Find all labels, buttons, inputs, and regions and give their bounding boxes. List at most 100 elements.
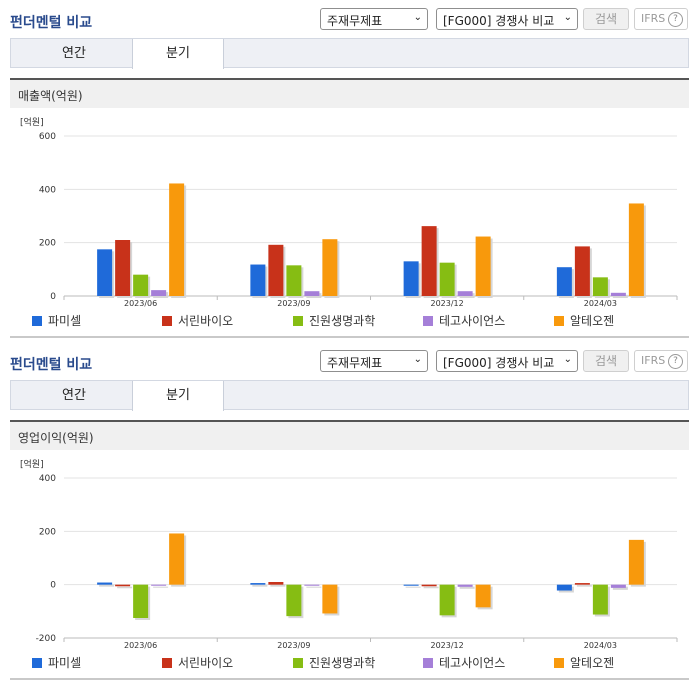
ifrs-button[interactable]: IFRS ? <box>634 8 688 30</box>
bar <box>115 584 131 587</box>
bar <box>556 584 572 591</box>
legend-label: 진원생명과학 <box>309 314 376 328</box>
bar <box>475 584 491 608</box>
bar <box>97 582 113 585</box>
legend-item[interactable]: 테고사이언스 <box>423 312 505 329</box>
legend-label: 서린바이오 <box>178 656 234 670</box>
legend-item[interactable]: 서린바이오 <box>162 312 233 329</box>
revenue-bar-chart: [억원] 0 200 400 600 2023/06 2023/09 2023/12 2024/… <box>20 116 678 308</box>
search-button[interactable]: 검색 <box>583 8 629 30</box>
statement-select[interactable]: 주재무제표 ⌄ <box>320 350 428 372</box>
bar-shadow <box>612 586 628 590</box>
legend-swatch <box>32 658 42 668</box>
bar-shadow <box>153 586 169 588</box>
bar-shadow <box>405 586 421 588</box>
bar <box>421 584 437 587</box>
chevron-down-icon: ⌄ <box>563 354 572 365</box>
chart-legend: 파미셀 서린바이오 진원생명과학 테고사이언스 알테오젠 <box>32 312 672 330</box>
bar <box>304 291 320 296</box>
bar-shadow <box>612 294 628 298</box>
bar-shadow <box>252 585 268 587</box>
bar <box>475 236 491 296</box>
x-tick-label: 2024/03 <box>584 299 617 308</box>
bar <box>268 582 284 585</box>
legend-label: 알테오젠 <box>570 656 615 670</box>
bar <box>574 246 590 296</box>
chevron-down-icon: ⌄ <box>563 12 572 23</box>
bar <box>97 249 113 296</box>
bar <box>250 264 266 296</box>
tab-quarterly[interactable]: 분기 <box>132 381 224 411</box>
chart-legend: 파미셀 서린바이오 진원생명과학 테고사이언스 알테오젠 <box>32 654 672 672</box>
bar <box>133 274 149 296</box>
bar <box>421 226 437 296</box>
help-icon: ? <box>668 354 683 369</box>
y-tick-label: 200 <box>39 527 56 537</box>
fundamental-section-operating-income: 펀더멘털 비교 주재무제표 ⌄ [FG000] 경쟁사 비교 ⌄ 검색 IFRS… <box>0 342 696 684</box>
compare-select[interactable]: [FG000] 경쟁사 비교 ⌄ <box>436 8 578 30</box>
legend-label: 테고사이언스 <box>439 314 506 328</box>
bar <box>457 584 473 587</box>
help-icon: ? <box>668 12 683 27</box>
compare-select-value: [FG000] 경쟁사 비교 <box>443 14 555 28</box>
metric-header: 매출액(억원) <box>10 78 689 108</box>
bar <box>304 584 320 586</box>
search-button[interactable]: 검색 <box>583 350 629 372</box>
bar-shadow <box>99 584 115 587</box>
legend-swatch <box>293 658 303 668</box>
metric-header: 영업이익(억원) <box>10 420 689 450</box>
tab-annual[interactable]: 연간 <box>62 46 86 61</box>
bar <box>556 267 572 296</box>
compare-select-value: [FG000] 경쟁사 비교 <box>443 356 555 370</box>
bar <box>628 203 644 296</box>
compare-select[interactable]: [FG000] 경쟁사 비교 ⌄ <box>436 350 578 372</box>
bar <box>610 292 626 296</box>
bar <box>457 291 473 296</box>
fundamental-section-revenue: 펀더멘털 비교 주재무제표 ⌄ [FG000] 경쟁사 비교 ⌄ 검색 IFRS… <box>0 0 696 340</box>
legend-label: 테고사이언스 <box>439 656 506 670</box>
ifrs-label: IFRS <box>641 12 666 25</box>
bar <box>115 240 131 296</box>
legend-item[interactable]: 알테오젠 <box>554 654 614 671</box>
bar-shadow <box>459 586 475 589</box>
statement-select[interactable]: 주재무제표 ⌄ <box>320 8 428 30</box>
legend-item[interactable]: 알테오젠 <box>554 312 614 329</box>
x-tick-label: 2023/12 <box>431 299 464 308</box>
bar-shadow <box>117 586 133 589</box>
tab-annual[interactable]: 연간 <box>62 388 86 403</box>
tab-quarterly[interactable]: 분기 <box>132 39 224 69</box>
bar <box>592 584 608 615</box>
bar <box>574 583 590 585</box>
y-tick-label: 600 <box>39 132 56 142</box>
y-tick-label: 400 <box>39 185 56 195</box>
metric-label: 영업이익(억원) <box>18 431 94 445</box>
legend-label: 파미셀 <box>48 314 82 328</box>
legend-item[interactable]: 파미셀 <box>32 654 81 671</box>
legend-swatch <box>423 658 433 668</box>
bar <box>403 584 419 586</box>
section-title: 펀더멘털 비교 <box>10 15 93 31</box>
ifrs-label: IFRS <box>641 354 666 367</box>
section-header: 펀더멘털 비교 주재무제표 ⌄ [FG000] 경쟁사 비교 ⌄ 검색 IFRS… <box>0 0 696 38</box>
legend-item[interactable]: 파미셀 <box>32 312 81 329</box>
legend-item[interactable]: 테고사이언스 <box>423 654 505 671</box>
chevron-down-icon: ⌄ <box>413 354 422 365</box>
y-unit-label: [억원] <box>20 458 44 470</box>
legend-item[interactable]: 서린바이오 <box>162 654 233 671</box>
legend-item[interactable]: 진원생명과학 <box>293 312 375 329</box>
y-tick-label: 200 <box>39 239 56 249</box>
x-tick-label: 2023/09 <box>277 299 310 308</box>
statement-select-value: 주재무제표 <box>327 14 383 28</box>
bar-shadow <box>270 584 286 587</box>
x-tick-label: 2024/03 <box>584 641 617 650</box>
bar <box>169 183 185 296</box>
bar <box>403 261 419 296</box>
ifrs-button[interactable]: IFRS ? <box>634 350 688 372</box>
section-title: 펀더멘털 비교 <box>10 357 93 373</box>
statement-select-value: 주재무제표 <box>327 356 383 370</box>
bar <box>439 584 455 616</box>
operating-income-bar-chart: [억원] -200 0 200 400 2023/06 2023/09 2023/12 2024… <box>20 458 678 650</box>
bar <box>322 584 338 614</box>
period-tabs: 연간 분기 <box>10 38 689 69</box>
legend-item[interactable]: 진원생명과학 <box>293 654 375 671</box>
